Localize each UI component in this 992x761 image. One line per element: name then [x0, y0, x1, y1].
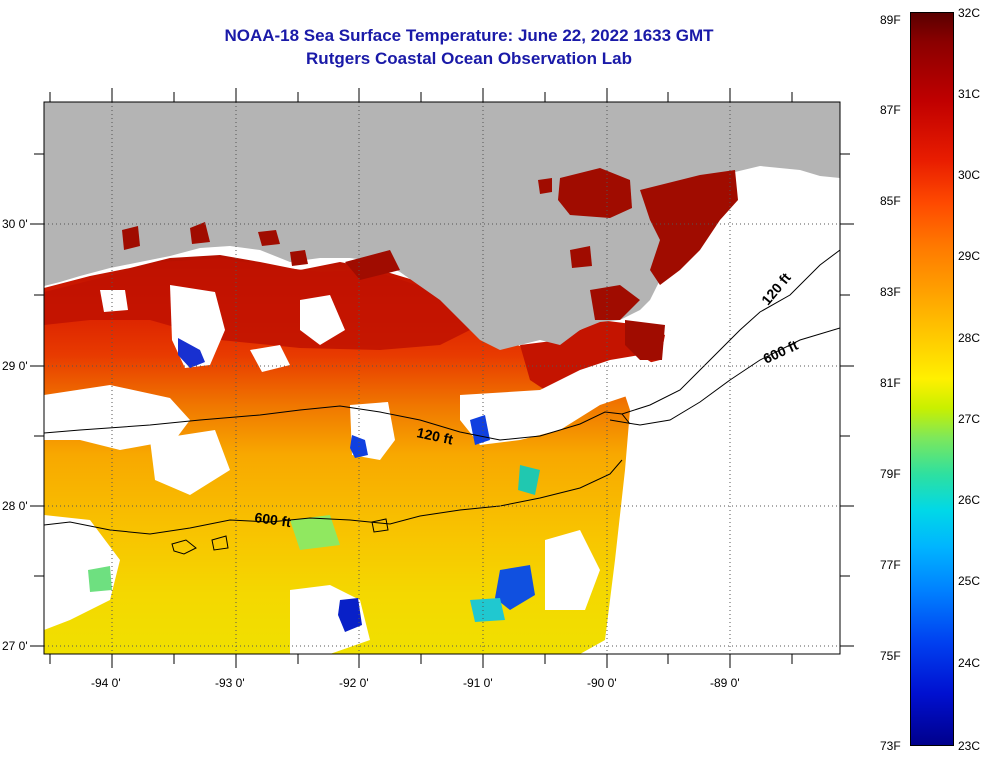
graticule — [44, 102, 840, 654]
cool-patches — [88, 338, 540, 632]
bathymetry-contours — [44, 249, 840, 555]
contour-label-600ft-west: 600 ft — [254, 509, 293, 530]
warm-bays — [122, 168, 738, 360]
map-subtitle: Rutgers Coastal Ocean Observation Lab — [306, 49, 632, 68]
contour-label-120ft-west: 120 ft — [415, 424, 454, 447]
colorbar-f-label: 85F — [880, 194, 901, 208]
map-frame — [43, 101, 841, 655]
x-tick-label: -92 0' — [339, 676, 369, 690]
map-title: NOAA-18 Sea Surface Temperature: June 22… — [224, 26, 714, 45]
contour-island-3 — [371, 518, 389, 533]
map-area — [44, 102, 840, 654]
x-tick-label: -90 0' — [587, 676, 617, 690]
colorbar-c-label: 25C — [958, 574, 981, 588]
colorbar-c-label: 24C — [958, 656, 981, 670]
contour-island-2 — [211, 535, 229, 551]
contour-120ft-west — [44, 405, 631, 441]
colorbar-f-label: 87F — [880, 103, 901, 117]
colorbar-f-label: 73F — [880, 739, 901, 753]
x-tick-label: -89 0' — [710, 676, 740, 690]
colorbar-c-label: 31C — [958, 87, 981, 101]
axis-ticks — [30, 88, 854, 668]
colorbar-c-label: 27C — [958, 412, 981, 426]
colorbar-f-label: 83F — [880, 285, 901, 299]
temperature-colorbar — [910, 12, 954, 746]
contour-island-1 — [171, 539, 197, 555]
colorbar-c-label: 32C — [958, 6, 981, 20]
colorbar-f-label: 81F — [880, 376, 901, 390]
colorbar-f-label: 79F — [880, 467, 901, 481]
colorbar-c-label: 29C — [958, 249, 981, 263]
x-tick-label: -94 0' — [91, 676, 121, 690]
contour-120ft-east — [621, 249, 840, 415]
colorbar-c-label: 23C — [958, 739, 981, 753]
x-tick-label: -91 0' — [463, 676, 493, 690]
colorbar-f-label: 75F — [880, 649, 901, 663]
colorbar-c-label: 30C — [958, 168, 981, 182]
y-tick-label: 27 0' — [2, 639, 28, 653]
x-tick-label: -93 0' — [215, 676, 245, 690]
contour-600ft-east — [609, 327, 840, 426]
colorbar-f-label: 89F — [880, 13, 901, 27]
colorbar-c-label: 28C — [958, 331, 981, 345]
cloud-mask — [44, 285, 840, 654]
y-tick-label: 30 0' — [2, 217, 28, 231]
colorbar-f-label: 77F — [880, 558, 901, 572]
y-tick-label: 29 0' — [2, 359, 28, 373]
land-mass — [44, 102, 840, 350]
contour-600ft-west — [44, 459, 623, 535]
warm-nearshore-band — [44, 258, 470, 350]
colorbar-c-label: 26C — [958, 493, 981, 507]
y-tick-label: 28 0' — [2, 499, 28, 513]
